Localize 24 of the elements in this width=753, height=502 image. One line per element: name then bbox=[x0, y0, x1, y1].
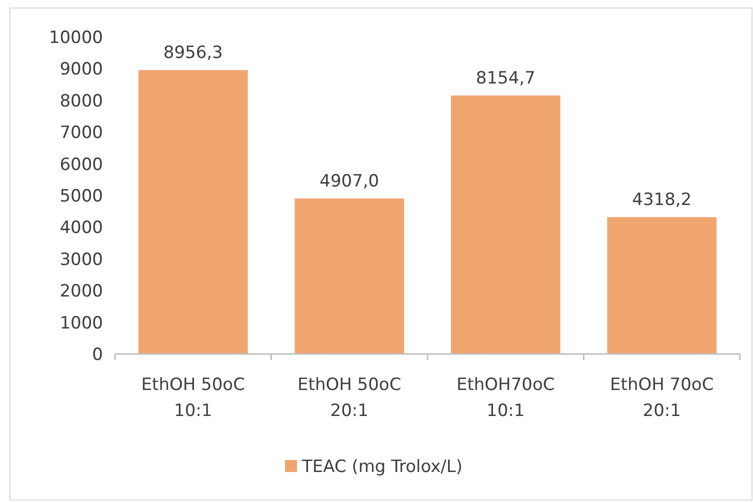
y-tick-label: 10000 bbox=[48, 28, 103, 48]
y-tick-label: 1000 bbox=[60, 313, 103, 334]
data-label: 4318,2 bbox=[632, 190, 692, 210]
data-label: 8956,3 bbox=[163, 43, 223, 64]
data-label: 8154,7 bbox=[476, 68, 536, 88]
y-tick-label: 4000 bbox=[60, 218, 103, 238]
y-tick-label: 0 bbox=[92, 344, 103, 365]
x-tick-label: EthOH 50oC 10:1 bbox=[141, 375, 245, 421]
x-tick-label: EthOH 70oC 20:1 bbox=[610, 375, 714, 421]
y-tick-label: 3000 bbox=[60, 250, 103, 270]
bar bbox=[450, 95, 560, 354]
y-tick-label: 6000 bbox=[60, 154, 103, 175]
x-tick-label: EthOH70oC 10:1 bbox=[456, 375, 555, 421]
x-tick-label: EthOH 50oC 20:1 bbox=[298, 375, 402, 421]
bar bbox=[294, 198, 404, 354]
data-label: 4907,0 bbox=[320, 171, 380, 192]
y-tick-label: 8000 bbox=[60, 91, 103, 112]
bar bbox=[138, 70, 248, 354]
y-tick-label: 5000 bbox=[60, 186, 103, 206]
y-tick-label: 2000 bbox=[60, 282, 103, 302]
y-tick-label: 7000 bbox=[60, 123, 103, 144]
y-tick-label: 9000 bbox=[60, 60, 103, 80]
legend-label: TEAC (mg Trolox/L) bbox=[301, 456, 463, 477]
bar bbox=[607, 217, 717, 354]
